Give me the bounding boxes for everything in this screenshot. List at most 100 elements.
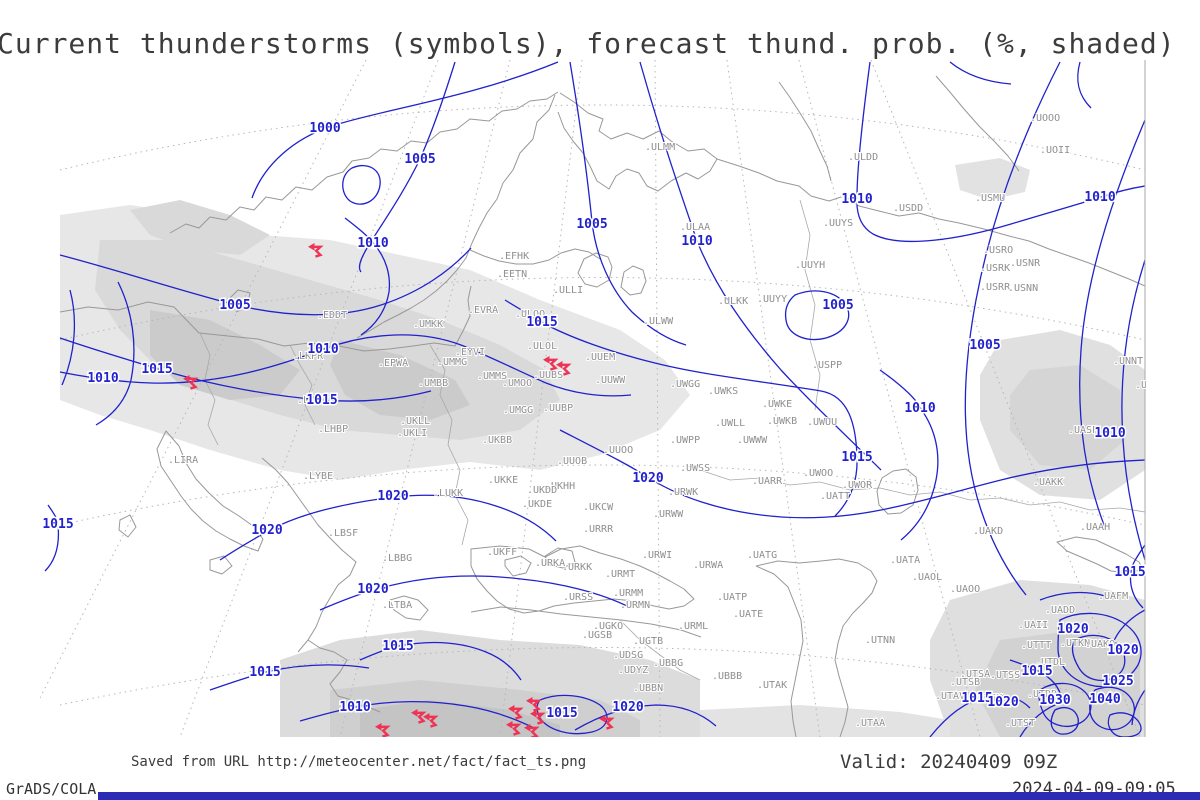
- coastline: [504, 555, 532, 577]
- station-label: .ULKK: [718, 296, 748, 307]
- isobar-line: [59, 334, 632, 397]
- station-label: .UMOO: [502, 378, 532, 389]
- station-label: .UWOR: [842, 480, 873, 491]
- isobar-label: 1010: [1094, 426, 1125, 441]
- station-label: .LIRA: [168, 455, 198, 466]
- station-label: .UBBB: [712, 671, 742, 682]
- station-label: .UBBG: [653, 658, 683, 669]
- thunderstorm-icon: [524, 724, 540, 737]
- station-label: .UOII: [1040, 145, 1070, 156]
- station-label: .UDSG: [613, 650, 643, 661]
- station-label: .UAOO: [950, 584, 980, 595]
- isobar-label: 1020: [251, 523, 282, 538]
- station-label: .UUBS: [533, 370, 563, 381]
- graticule-parallel: [59, 104, 1146, 171]
- station-label: .USNR: [1010, 258, 1041, 269]
- station-label: .UTAV: [935, 691, 965, 702]
- isobar-line: [1009, 659, 1063, 701]
- station-label: .URWI: [642, 550, 672, 561]
- coastline: [876, 468, 919, 515]
- station-label: .UATG: [747, 550, 777, 561]
- graticule-parallel: [59, 464, 1146, 526]
- station-label: .EYVI: [455, 347, 485, 358]
- isobar-label: 1015: [1021, 664, 1052, 679]
- thunderstorm-icon: [556, 361, 572, 376]
- isobar-label: 1010: [307, 342, 338, 357]
- station-label: .URWW: [653, 509, 684, 520]
- station-label: .UTST: [1005, 718, 1035, 729]
- station-label: .UUBP: [543, 403, 573, 414]
- coastline: [755, 565, 804, 737]
- isobar-label: 1015: [546, 706, 577, 721]
- station-label: .UKDD: [527, 485, 557, 496]
- station-label: .UARR: [752, 476, 783, 487]
- probability-shade-area: [1010, 365, 1125, 470]
- thunderstorm-symbols: [183, 243, 615, 737]
- isobar-line: [209, 664, 370, 691]
- station-label: .UTNN: [865, 635, 895, 646]
- isobar-line: [1050, 707, 1079, 735]
- station-label: .USRK: [980, 263, 1010, 274]
- isobar-label: 1005: [969, 338, 1000, 353]
- coastline: [1056, 536, 1144, 574]
- coastline: [469, 248, 601, 265]
- station-label: .LHBP: [318, 424, 348, 435]
- coastline: [470, 606, 702, 638]
- coastline: [755, 558, 878, 737]
- station-label: .EVRA: [468, 305, 498, 316]
- isobar-line: [856, 61, 1146, 243]
- isobar-line: [1129, 544, 1146, 609]
- isobar-line: [536, 694, 608, 735]
- isobar-label: 1010: [841, 192, 872, 207]
- station-label: .UDYZ: [618, 665, 648, 676]
- isobar-line: [929, 694, 1031, 737]
- station-label: .UOOO: [1030, 113, 1060, 124]
- station-label: .UGKO: [593, 621, 623, 632]
- isobar-line: [1057, 612, 1142, 688]
- isobar-label: 1010: [357, 236, 388, 251]
- isobar-line: [949, 61, 1012, 85]
- coastline: [620, 265, 647, 296]
- isobar-label: 1015: [1114, 565, 1145, 580]
- isobar-line: [344, 217, 391, 336]
- isobar-label: 1010: [87, 371, 118, 386]
- station-label: .USRR: [980, 282, 1011, 293]
- isobar-label: 1015: [141, 362, 172, 377]
- station-label: .UATT: [820, 491, 850, 502]
- isobar-contours: [44, 61, 1146, 737]
- station-label: .URRR: [583, 524, 614, 535]
- probability-shade-area: [360, 700, 560, 737]
- isobar-line: [342, 164, 381, 205]
- station-label: .LUKK: [433, 488, 463, 499]
- isobar-line: [639, 61, 882, 471]
- coastline: [169, 91, 559, 234]
- graticule-meridian: [726, 59, 821, 737]
- station-label: .UAKD: [973, 526, 1003, 537]
- station-label: .UKBB: [482, 435, 512, 446]
- isobar-line: [504, 299, 858, 517]
- thunderstorm-icon: [308, 243, 324, 258]
- station-label: .UGSB: [582, 630, 612, 641]
- station-label: .UATA: [890, 555, 920, 566]
- station-label: .UUWW: [595, 375, 626, 386]
- thunderstorm-icon: [411, 709, 427, 724]
- station-label: .URKK: [562, 562, 592, 573]
- isobar-label: 1020: [1107, 643, 1138, 658]
- station-label: .UKFF: [487, 547, 517, 558]
- station-label: .UAII: [1018, 620, 1048, 631]
- station-label: .UWUU: [807, 417, 837, 428]
- station-label: .URML: [678, 621, 708, 632]
- isobar-label: 1015: [306, 393, 337, 408]
- isobar-line: [1131, 689, 1146, 726]
- coastline: [935, 75, 1020, 172]
- isobar-line: [359, 641, 522, 681]
- thunderstorm-icon: [375, 723, 391, 737]
- thunderstorm-icon: [543, 356, 559, 371]
- station-label: .UGTB: [633, 636, 663, 647]
- country-border: [799, 199, 821, 411]
- isobar-label: 1015: [841, 450, 872, 465]
- isobar-line: [1019, 701, 1063, 737]
- coastline: [356, 94, 556, 339]
- station-label: .UMKK: [413, 319, 443, 330]
- coastline: [389, 595, 429, 621]
